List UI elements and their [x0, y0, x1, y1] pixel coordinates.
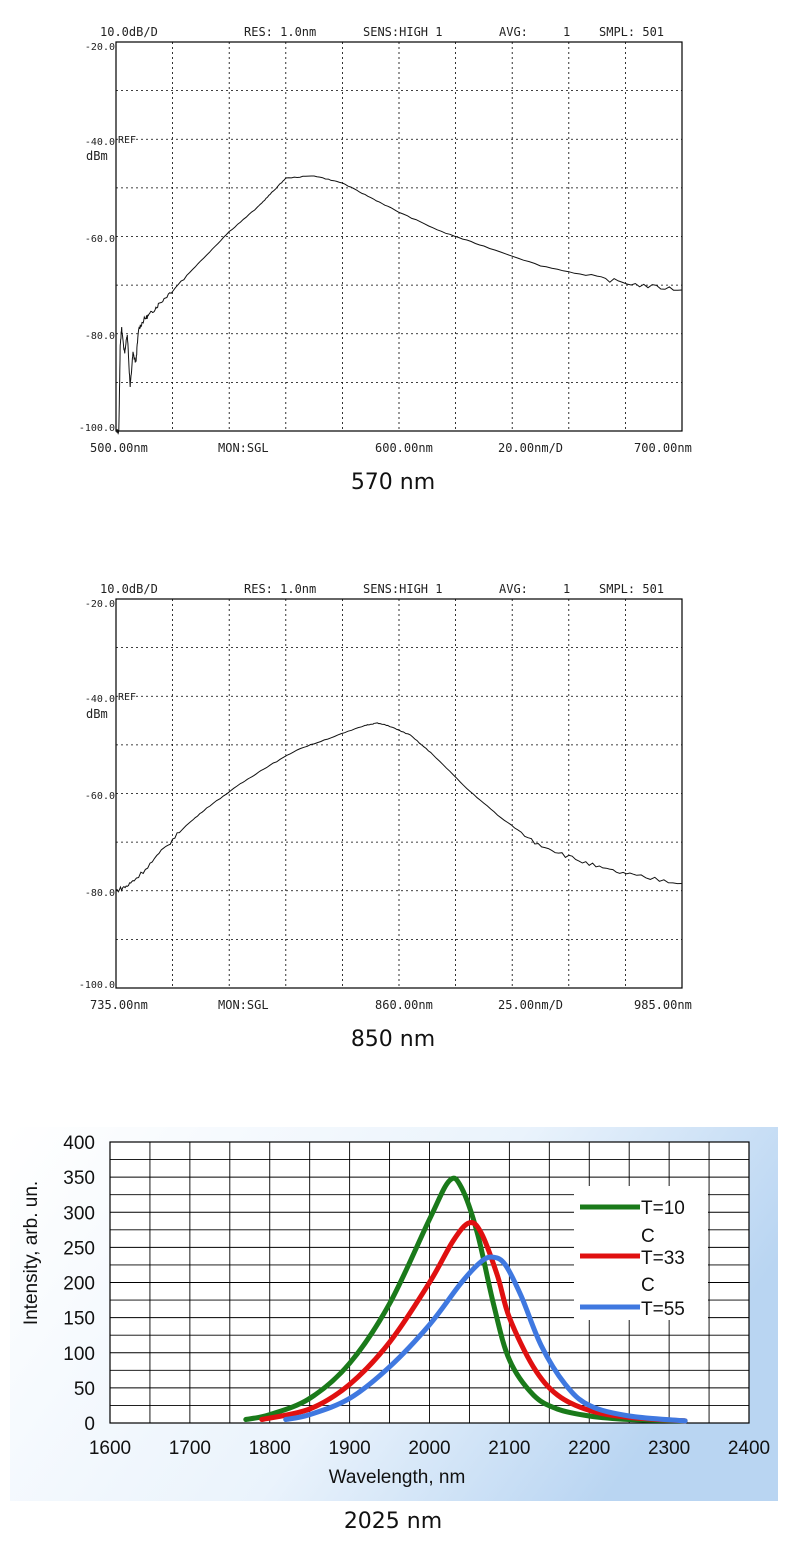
header-sens: SENS:HIGH 1	[363, 582, 442, 596]
footer-center: 860.00nm	[375, 998, 433, 1012]
ytick-label: -100.0	[79, 980, 115, 991]
header-smpl: SMPL: 501	[599, 582, 664, 596]
header-res: RES: 1.0nm	[244, 25, 316, 39]
ref-label: REF	[118, 135, 136, 146]
footer-start: 500.00nm	[90, 441, 148, 455]
header-avg-value: 1	[563, 25, 570, 39]
intensity-chart: 1600 1700 1800 1900 2000 2100 2200 2300 2400 0 50 1…	[10, 1127, 778, 1501]
legend-label: T=10	[641, 1198, 685, 1219]
spectrum-trace	[115, 175, 683, 435]
footer-stop: 700.00nm	[634, 441, 692, 455]
ytick-label: -40.0	[85, 137, 115, 148]
legend-label: T=55	[641, 1299, 685, 1320]
plot-grid	[116, 42, 682, 431]
footer-stop: 985.00nm	[634, 998, 692, 1012]
header-avg-value: 1	[563, 582, 570, 596]
x-tick-label: 1600	[89, 1438, 131, 1459]
x-axis-label: Wavelength, nm	[329, 1467, 466, 1488]
footer-span: 20.00nm/D	[498, 441, 563, 455]
chart-caption: 850 nm	[351, 1027, 435, 1052]
x-tick-label: 1800	[249, 1438, 291, 1459]
x-tick-label: 2100	[488, 1438, 530, 1459]
header-sens: SENS:HIGH 1	[363, 25, 442, 39]
plot-frame	[115, 598, 683, 989]
x-tick-label: 2200	[568, 1438, 610, 1459]
header-avg-label: AVG:	[499, 582, 528, 596]
footer-start: 735.00nm	[90, 998, 148, 1012]
x-tick-label: 2300	[648, 1438, 690, 1459]
header-avg-label: AVG:	[499, 25, 528, 39]
header-res: RES: 1.0nm	[244, 582, 316, 596]
x-tick-label: 2400	[728, 1438, 770, 1459]
ytick-label: -40.0	[85, 694, 115, 705]
unit-label: dBm	[86, 707, 108, 721]
footer-center: 600.00nm	[375, 441, 433, 455]
plot-frame	[109, 1141, 750, 1424]
series-curves	[243, 1175, 688, 1424]
tick-labels: 1600 1700 1800 1900 2000 2100 2200 2300 2400 0 50 1…	[63, 1133, 770, 1459]
y-tick-label: 0	[84, 1414, 95, 1435]
plot-frame	[115, 41, 683, 432]
footer-mon: MON:SGL	[218, 441, 269, 455]
footer-span: 25.00nm/D	[498, 998, 563, 1012]
chart-caption: 2025 nm	[344, 1509, 442, 1534]
footer-mon: MON:SGL	[218, 998, 269, 1012]
y-axis-label: Intensity, arb. un.	[21, 1181, 42, 1325]
series-line-1	[259, 1220, 688, 1424]
unit-label: dBm	[86, 149, 108, 163]
ytick-label: -60.0	[85, 234, 115, 245]
ytick-label: -20.0	[85, 42, 115, 53]
spectrum-trace	[115, 722, 683, 893]
y-tick-label: 100	[63, 1344, 95, 1365]
y-tick-label: 250	[63, 1238, 95, 1259]
legend: T=10 C T=33 C T=55	[580, 1198, 685, 1320]
legend-label-unit: C	[641, 1275, 655, 1296]
legend-label-unit: C	[641, 1226, 655, 1247]
y-tick-label: 350	[63, 1168, 95, 1189]
ytick-label: -80.0	[85, 888, 115, 899]
x-tick-label: 1900	[328, 1438, 370, 1459]
header-scale: 10.0dB/D	[100, 25, 158, 39]
chart-caption: 570 nm	[351, 470, 435, 495]
ytick-label: -60.0	[85, 791, 115, 802]
osa-chart-2: 10.0dB/D RES: 1.0nm SENS:HIGH 1 AVG: 1 S…	[79, 582, 692, 1052]
y-tick-label: 150	[63, 1309, 95, 1330]
ytick-label: -100.0	[79, 423, 115, 434]
header-scale: 10.0dB/D	[100, 582, 158, 596]
legend-label: T=33	[641, 1248, 685, 1269]
y-tick-label: 300	[63, 1203, 95, 1224]
ytick-label: -80.0	[85, 331, 115, 342]
ytick-label: -20.0	[85, 599, 115, 610]
y-tick-label: 50	[74, 1379, 95, 1400]
ref-label: REF	[118, 692, 136, 703]
header-smpl: SMPL: 501	[599, 25, 664, 39]
x-tick-label: 2000	[408, 1438, 450, 1459]
plot-grid	[116, 599, 682, 988]
series-line-2	[283, 1254, 688, 1424]
x-tick-label: 1700	[169, 1438, 211, 1459]
series-line-0	[243, 1175, 688, 1424]
y-tick-label: 200	[63, 1274, 95, 1295]
osa-chart-1: 10.0dB/D RES: 1.0nm SENS:HIGH 1 AVG: 1 S…	[79, 25, 692, 495]
y-tick-label: 400	[63, 1133, 95, 1154]
